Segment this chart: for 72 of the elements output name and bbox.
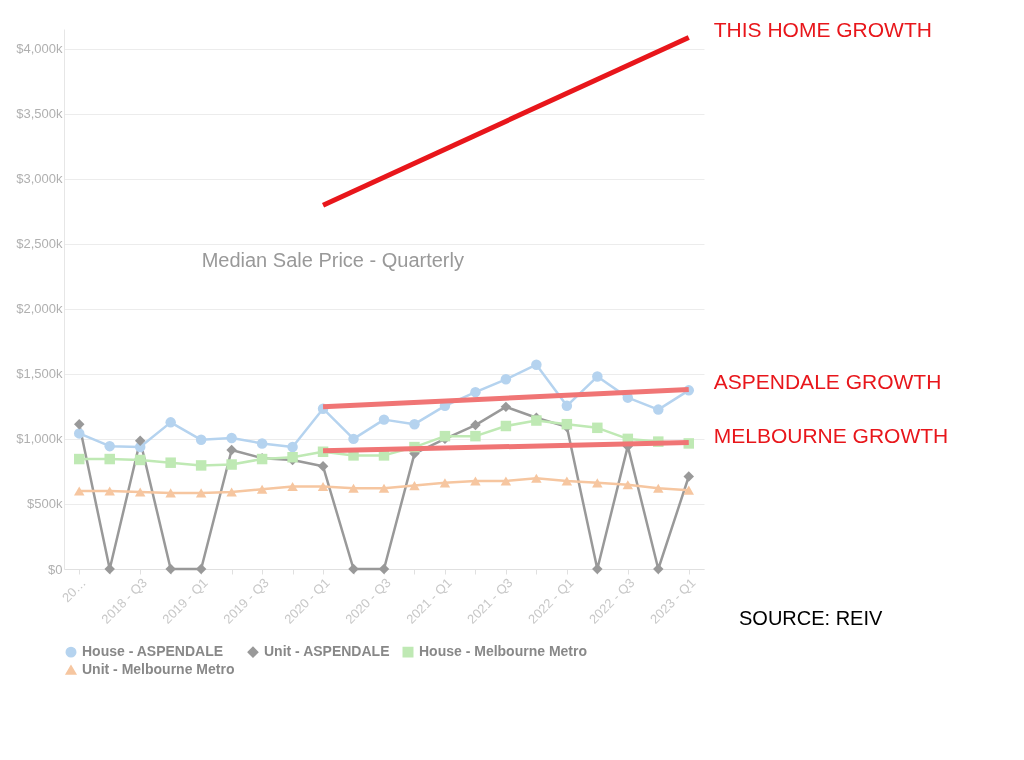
legend-label: House - ASPENDALE xyxy=(82,643,224,660)
point xyxy=(653,404,664,415)
point xyxy=(317,461,329,472)
point xyxy=(73,418,85,430)
point xyxy=(409,418,420,430)
source-note: SOURCE: REIV xyxy=(739,607,884,629)
point xyxy=(470,430,481,442)
point xyxy=(592,478,603,488)
point xyxy=(195,460,207,471)
point xyxy=(439,478,451,488)
point xyxy=(622,480,634,490)
point xyxy=(470,386,481,398)
point xyxy=(653,483,664,493)
point xyxy=(561,476,573,486)
point xyxy=(317,481,329,492)
y-tick-label: $3,500k xyxy=(16,106,63,122)
point xyxy=(348,563,359,575)
point xyxy=(195,434,207,446)
point xyxy=(287,481,298,492)
point xyxy=(73,453,85,465)
point xyxy=(592,371,603,382)
point xyxy=(226,432,237,444)
y-tick-label: $3,000k xyxy=(16,171,63,187)
point xyxy=(165,457,176,468)
point xyxy=(287,441,298,453)
point xyxy=(470,476,481,486)
point xyxy=(104,440,115,452)
point xyxy=(348,483,359,493)
point xyxy=(531,473,542,483)
point xyxy=(165,417,176,428)
legend-label: Unit - ASPENDALE xyxy=(264,643,390,660)
y-tick-label: $4,000k xyxy=(16,41,63,57)
legend-label: Unit - Melbourne Metro xyxy=(82,661,235,677)
point xyxy=(470,419,481,431)
point xyxy=(561,400,573,412)
series-label: THIS HOME GROWTH xyxy=(713,18,932,42)
point xyxy=(500,420,512,432)
point xyxy=(683,471,695,482)
point xyxy=(683,485,695,495)
y-tick-label: $2,000k xyxy=(16,301,63,317)
y-tick-label: $1,000k xyxy=(16,431,63,447)
point xyxy=(73,428,85,439)
point xyxy=(134,435,146,446)
point xyxy=(73,486,85,496)
point xyxy=(256,438,268,449)
point xyxy=(500,401,512,413)
series-label: MELBOURNE GROWTH xyxy=(713,423,949,447)
point xyxy=(226,444,237,456)
point xyxy=(226,459,237,470)
y-tick-label: $2,500k xyxy=(16,236,63,252)
point xyxy=(165,563,176,575)
point xyxy=(378,483,390,493)
point xyxy=(195,488,207,498)
y-tick-label: $0 xyxy=(48,561,63,577)
point xyxy=(378,414,390,425)
y-tick-label: $500k xyxy=(27,496,63,512)
point xyxy=(104,453,115,465)
point xyxy=(104,486,115,496)
text: Median Sale Price - Quarterly xyxy=(201,249,464,272)
series-label: ASPENDALE GROWTH xyxy=(713,370,942,394)
point xyxy=(134,487,146,497)
y-tick-label: $1,500k xyxy=(16,366,63,382)
point xyxy=(348,433,359,445)
point xyxy=(592,422,603,434)
point xyxy=(500,374,512,385)
point xyxy=(500,476,512,486)
point xyxy=(226,487,237,497)
point xyxy=(409,481,420,491)
legend-label: House - Melbourne Metro xyxy=(419,643,588,660)
point xyxy=(531,359,542,370)
point xyxy=(134,454,146,466)
point xyxy=(256,484,268,494)
